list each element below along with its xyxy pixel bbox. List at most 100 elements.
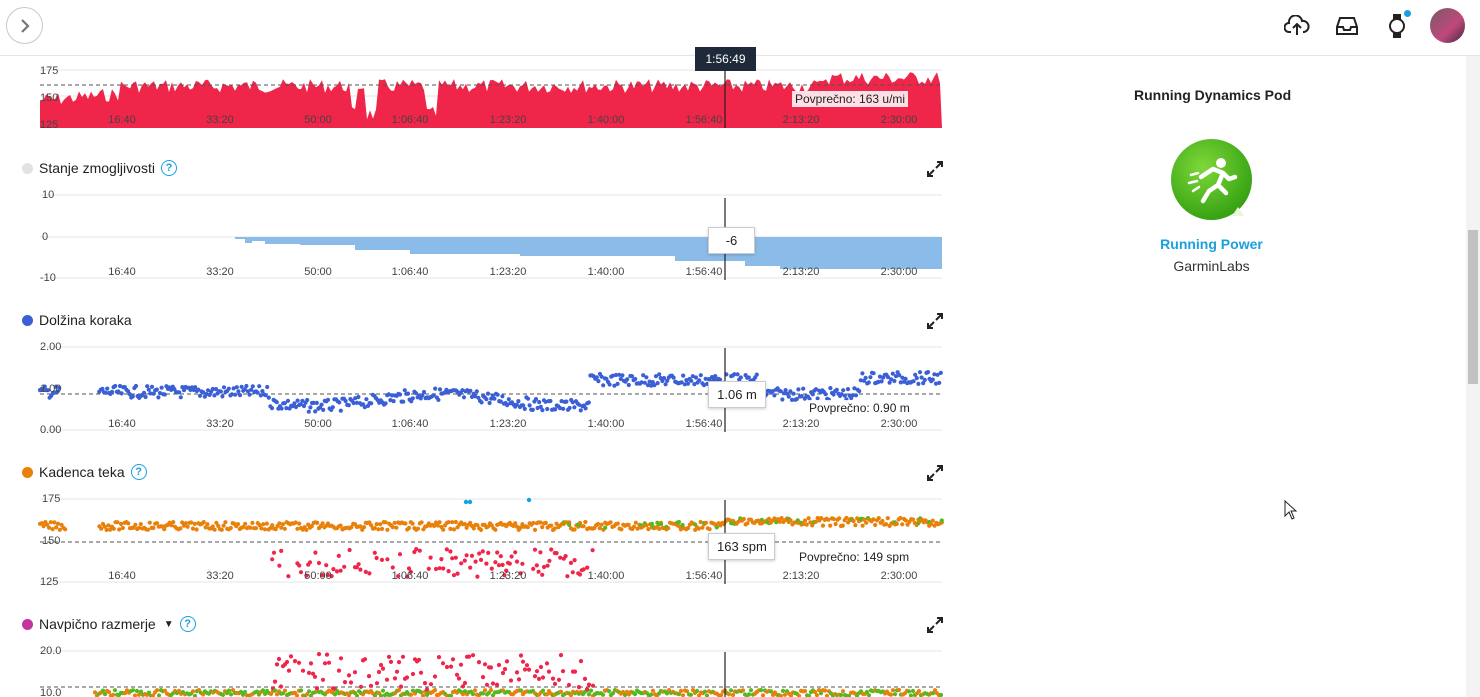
data-point [197, 393, 203, 398]
fullscreen-icon[interactable] [927, 161, 943, 177]
data-point [676, 524, 682, 529]
data-point [250, 384, 255, 389]
data-point [480, 691, 486, 696]
data-point [428, 555, 433, 560]
data-point [610, 691, 616, 696]
data-point [540, 408, 545, 413]
data-point [745, 521, 750, 526]
data-point [480, 675, 486, 680]
data-point [559, 399, 564, 404]
data-point [844, 515, 849, 521]
data-point [338, 656, 344, 661]
fullscreen-icon[interactable] [927, 465, 943, 481]
data-point [294, 693, 300, 697]
data-point [433, 386, 438, 391]
data-point [319, 402, 324, 407]
y-tick: 125 [40, 576, 58, 588]
data-point [518, 571, 523, 576]
data-point [898, 515, 903, 521]
data-point [532, 547, 538, 552]
data-point [337, 400, 342, 405]
data-point [466, 654, 472, 659]
scrollbar-thumb[interactable] [1468, 230, 1478, 384]
data-point [274, 400, 279, 405]
data-point [794, 396, 799, 402]
data-point [324, 652, 330, 657]
cadence-chart[interactable]: 175 150 125 16:40 33:20 50:00 1:06:40 1:23:2… [0, 493, 945, 588]
data-point [535, 405, 540, 411]
data-point [661, 376, 667, 381]
help-icon[interactable]: ? [179, 616, 196, 632]
data-point [796, 693, 802, 697]
data-point [740, 688, 746, 693]
data-point [871, 371, 876, 376]
data-point [520, 659, 526, 664]
data-point [63, 527, 68, 532]
data-point [604, 376, 609, 381]
data-point [694, 688, 700, 694]
data-point [342, 680, 348, 685]
data-point [127, 391, 132, 397]
data-point [402, 388, 407, 393]
help-icon[interactable]: ? [130, 464, 147, 480]
data-point [635, 526, 640, 531]
data-point [368, 683, 374, 688]
data-point [538, 404, 543, 409]
data-point [189, 520, 194, 525]
app-name-link[interactable]: Running Power [1160, 236, 1263, 252]
y-tick: 175 [42, 493, 60, 505]
help-icon[interactable]: ? [160, 160, 177, 176]
data-point [330, 405, 335, 410]
data-point [369, 523, 374, 528]
data-point [146, 387, 151, 392]
stride-length-chart[interactable]: 2.00 1.00 0.00 16:40 33:20 50:00 1:06:40 1:2… [0, 341, 945, 436]
data-point [697, 378, 702, 383]
expand-sidebar-button[interactable] [6, 7, 43, 44]
data-point [577, 402, 582, 407]
data-point [119, 391, 124, 396]
data-point [862, 517, 867, 522]
watch-icon [1389, 14, 1405, 38]
x-tick: 2:13:20 [783, 570, 820, 582]
data-point [561, 406, 566, 411]
data-point [527, 403, 532, 408]
data-point [392, 676, 398, 681]
cloud-upload-button[interactable] [1283, 12, 1311, 40]
fullscreen-icon[interactable] [927, 313, 943, 329]
x-tick: 2:13:20 [783, 266, 820, 278]
data-point [57, 527, 62, 532]
data-point [938, 370, 943, 375]
performance-condition-chart[interactable]: 10 0 -10 16:40 33:20 50:00 1:06:40 1:23:20 1:… [0, 189, 945, 284]
data-point [448, 664, 454, 669]
data-point [650, 380, 655, 385]
data-point [156, 395, 161, 400]
vertical-ratio-chart[interactable]: 20.0 10.0 [0, 645, 945, 697]
data-point [253, 526, 259, 531]
fullscreen-icon[interactable] [927, 617, 943, 633]
scrollbar[interactable] [1466, 56, 1480, 697]
dropdown-caret-icon[interactable]: ▼ [163, 618, 174, 630]
data-point [474, 389, 479, 394]
data-point [469, 553, 475, 558]
data-point [937, 380, 942, 385]
inbox-button[interactable] [1333, 12, 1361, 40]
data-point [890, 688, 896, 693]
data-point [316, 560, 322, 566]
legend-dot [22, 466, 33, 478]
data-point [374, 681, 380, 686]
data-point [104, 527, 109, 532]
data-point [540, 525, 545, 530]
data-point [877, 374, 883, 379]
data-point [546, 669, 552, 674]
heart-rate-chart[interactable]: 175 150 125 16:40 33:20 50:00 1:06:40 1:23:2… [0, 56, 945, 131]
data-point [532, 527, 538, 532]
avatar[interactable] [1430, 8, 1465, 43]
data-point [760, 693, 766, 697]
data-point [678, 688, 684, 693]
data-point [888, 692, 894, 697]
data-point [380, 666, 386, 671]
app-icon[interactable] [1171, 139, 1252, 220]
data-point [394, 525, 399, 530]
device-button[interactable] [1383, 10, 1411, 40]
data-point [41, 524, 46, 529]
